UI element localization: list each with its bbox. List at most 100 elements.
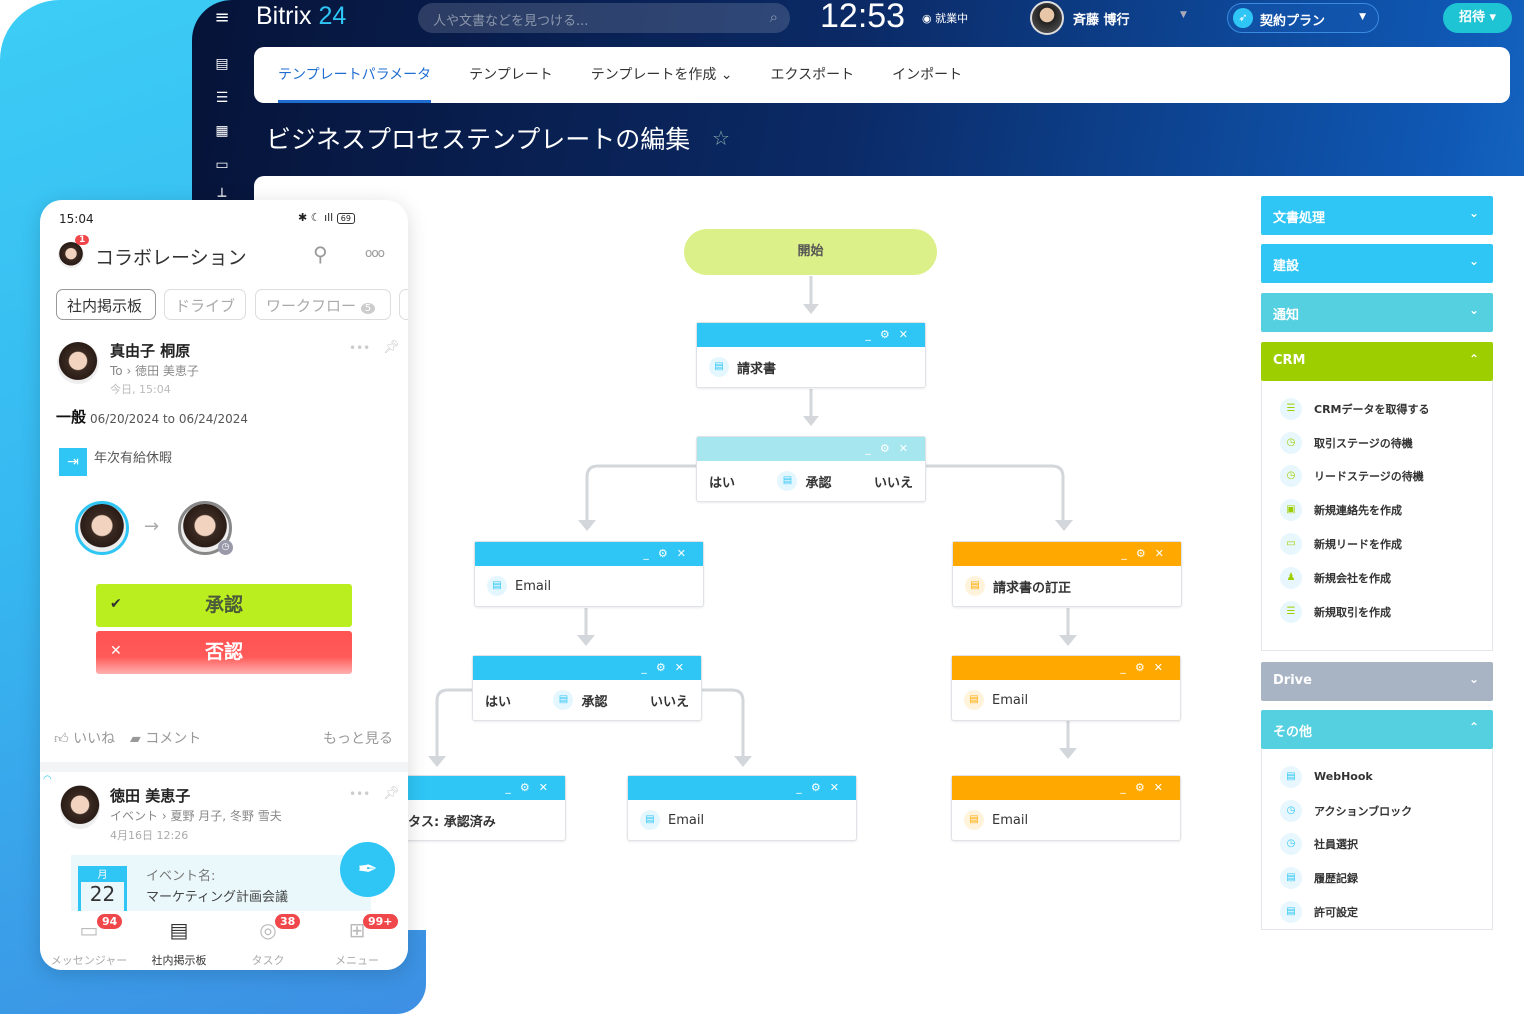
event-card[interactable] bbox=[71, 855, 371, 915]
node-controls[interactable]: _⚙✕ bbox=[952, 656, 1180, 680]
author-avatar[interactable] bbox=[57, 342, 99, 384]
contact-icon: ▣ bbox=[1280, 499, 1302, 522]
compose-button[interactable]: ✒ bbox=[340, 842, 395, 897]
crm-item[interactable]: ♟ 新規会社を作成 bbox=[1262, 561, 1492, 595]
tab-import[interactable]: インポート bbox=[892, 67, 963, 83]
more-icon[interactable]: ooo bbox=[365, 246, 385, 260]
profile-avatar[interactable] bbox=[58, 242, 84, 268]
document-icon: ▤ bbox=[1280, 901, 1302, 924]
tab-export[interactable]: エクスポート bbox=[770, 67, 855, 83]
flow-node-invoice-fix[interactable]: _⚙✕ ▤ 請求書の訂正 bbox=[952, 541, 1182, 607]
flow-start[interactable]: 開始 bbox=[684, 229, 937, 275]
comment-button[interactable]: ▰ コメント bbox=[130, 731, 202, 747]
invite-button[interactable]: 招待 ▾ bbox=[1443, 3, 1512, 33]
nav-messenger[interactable]: メッセンジャー bbox=[50, 954, 128, 967]
task-check-icon: ◎ bbox=[259, 918, 277, 942]
group-notify[interactable]: 通知 ⌄ bbox=[1261, 293, 1493, 332]
crm-item[interactable]: ◷ リードステージの待機 bbox=[1262, 460, 1492, 494]
nav-bulletin[interactable]: 社内掲示板 bbox=[151, 954, 207, 967]
flow-node-email-3[interactable]: _⚙✕ ▤ Email bbox=[951, 775, 1181, 841]
chip-bulletin[interactable]: 社内掲示板 bbox=[56, 289, 156, 320]
node-controls[interactable]: _⚙✕ bbox=[952, 776, 1180, 800]
work-status[interactable]: ◉ 就業中 bbox=[922, 12, 969, 25]
wifi-icon: ◠ bbox=[43, 774, 52, 785]
check-icon: ✔ bbox=[110, 596, 122, 612]
other-item[interactable]: ▤ 履歴記録 bbox=[1262, 861, 1492, 895]
chip-drive[interactable]: ドライブ bbox=[164, 289, 246, 320]
other-item[interactable]: ▤ WebHook bbox=[1262, 760, 1492, 794]
more-icon[interactable]: ••• bbox=[349, 787, 371, 801]
feed-icon[interactable]: ▤ bbox=[215, 56, 229, 72]
crm-item[interactable]: ▣ 新規連絡先を作成 bbox=[1262, 493, 1492, 527]
chip-workflow[interactable]: ワークフロー 5 bbox=[255, 289, 391, 320]
group-build[interactable]: 建設 ⌄ bbox=[1261, 244, 1493, 283]
item-label: リードステージの待機 bbox=[1314, 470, 1424, 484]
other-item[interactable]: ▤ 許可設定 bbox=[1262, 895, 1492, 929]
filter-icon[interactable]: ☰ bbox=[215, 90, 229, 106]
funnel-icon: ☰ bbox=[1280, 600, 1302, 623]
search-input[interactable]: 人や文書などを見つける... ⌕ bbox=[418, 3, 790, 33]
apps-icon[interactable]: ▦ bbox=[215, 123, 229, 139]
chip-more[interactable] bbox=[399, 289, 408, 320]
clock[interactable]: 12:53 bbox=[820, 0, 906, 35]
node-controls[interactable]: _⚙✕ bbox=[475, 542, 703, 566]
user-name[interactable]: 斉藤 博行 bbox=[1073, 13, 1130, 28]
work-status-label: 就業中 bbox=[935, 12, 969, 25]
node-label: 請求書の訂正 bbox=[993, 580, 1072, 596]
user-avatar[interactable] bbox=[1030, 1, 1064, 35]
calendar-icon[interactable]: ▭ bbox=[215, 157, 229, 173]
search-icon[interactable]: ⚲ bbox=[313, 242, 328, 266]
document-icon: ▤ bbox=[1280, 765, 1302, 788]
menu-icon[interactable]: ≡ bbox=[214, 7, 230, 28]
node-controls[interactable]: _⚙✕ bbox=[473, 656, 701, 680]
crm-item[interactable]: ☰ CRMデータを取得する bbox=[1262, 392, 1492, 426]
author-avatar[interactable] bbox=[60, 785, 100, 829]
node-controls[interactable]: _⚙✕ bbox=[953, 542, 1181, 566]
more-link[interactable]: もっと見る bbox=[323, 731, 393, 747]
other-item[interactable]: ◷ アクションブロック bbox=[1262, 794, 1492, 828]
node-controls[interactable]: _⚙✕ bbox=[697, 323, 925, 347]
plan-button[interactable]: ➶ 契約プラン ▼ bbox=[1227, 3, 1379, 33]
tab-templates[interactable]: テンプレート bbox=[469, 67, 553, 83]
chart-icon[interactable]: ┴ bbox=[217, 189, 227, 205]
group-other[interactable]: その他 ⌃ bbox=[1261, 710, 1493, 749]
more-icon[interactable]: ••• bbox=[349, 341, 371, 355]
approve-button[interactable]: ✔ 承認 bbox=[96, 584, 352, 627]
reject-button[interactable]: ✕ 否認 bbox=[96, 631, 352, 674]
event-name: マーケティング計画会議 bbox=[146, 890, 288, 905]
nav-tasks[interactable]: タスク bbox=[251, 954, 285, 967]
tab-template-params[interactable]: テンプレートパラメータ bbox=[278, 47, 432, 103]
crm-item[interactable]: ◷ 取引ステージの待機 bbox=[1262, 426, 1492, 460]
group-drive[interactable]: Drive ⌄ bbox=[1261, 662, 1493, 701]
like-button[interactable]: 👍︎ いいね bbox=[54, 731, 116, 747]
leave-icon: ⇥ bbox=[59, 448, 87, 476]
star-icon[interactable]: ☆ bbox=[712, 126, 730, 150]
pin-icon[interactable]: 📌︎ bbox=[383, 786, 400, 801]
node-controls[interactable]: _⚙✕ bbox=[697, 437, 925, 461]
invite-label: 招待 bbox=[1458, 10, 1485, 25]
pin-icon[interactable]: 📌︎ bbox=[383, 340, 400, 355]
flow-node-email-2[interactable]: _⚙✕ ▤ Email bbox=[627, 775, 857, 841]
item-label: 新規会社を作成 bbox=[1314, 571, 1391, 585]
logo[interactable]: Bitrix 24 bbox=[256, 2, 346, 31]
tab-create-template[interactable]: テンプレートを作成 ⌄ bbox=[590, 67, 733, 83]
chevron-up-icon: ⌃ bbox=[1468, 720, 1479, 734]
group-docs[interactable]: 文書処理 ⌄ bbox=[1261, 196, 1493, 235]
crm-item[interactable]: ☰ 新規取引を作成 bbox=[1262, 595, 1492, 629]
other-item[interactable]: ◷ 社員選択 bbox=[1262, 828, 1492, 862]
crm-item[interactable]: ▭ 新規リードを作成 bbox=[1262, 527, 1492, 561]
flow-node-approval[interactable]: _⚙✕ はい ▤ 承認 いいえ bbox=[696, 436, 926, 502]
clock-icon: ◷ bbox=[1280, 833, 1302, 856]
nav-menu[interactable]: メニュー bbox=[335, 954, 379, 967]
flow-node-email[interactable]: _⚙✕ ▤ Email bbox=[474, 541, 704, 607]
post-author[interactable]: 徳田 美恵子 bbox=[110, 787, 191, 805]
flow-node-invoice[interactable]: _⚙✕ ▤ 請求書 bbox=[696, 322, 926, 388]
chevron-down-icon[interactable]: ▼ bbox=[1180, 10, 1187, 20]
node-controls[interactable]: _⚙✕ bbox=[628, 776, 856, 800]
flow-node-approval-2[interactable]: _⚙✕ はい ▤ 承認 いいえ bbox=[472, 655, 702, 721]
flow-node-email-orange[interactable]: _⚙✕ ▤ Email bbox=[951, 655, 1181, 721]
post-author[interactable]: 真由子 桐原 bbox=[110, 342, 191, 360]
group-crm[interactable]: CRM ⌃ bbox=[1261, 342, 1493, 381]
chevron-down-icon: ⌄ bbox=[1468, 303, 1479, 317]
group-label: その他 bbox=[1273, 725, 1313, 740]
